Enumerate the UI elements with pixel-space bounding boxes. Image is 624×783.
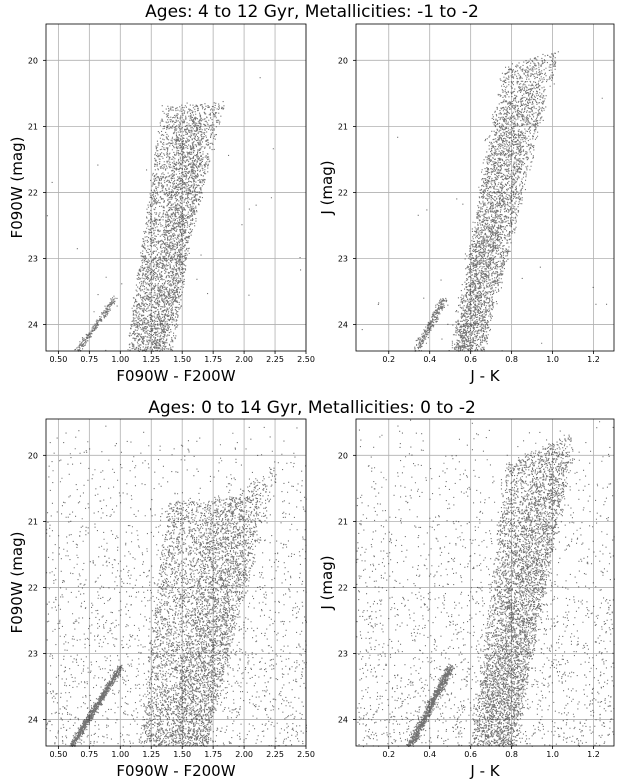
- y-tick-label: 22: [28, 583, 38, 592]
- scatter-point-cloud: [46, 77, 302, 352]
- x-tick-label: 0.4: [423, 355, 436, 364]
- x-tick-label: 0.4: [423, 750, 436, 759]
- x-tick-label: 2.00: [235, 750, 253, 759]
- y-tick-label: 23: [28, 255, 38, 264]
- panel-top-right: 0.2 0.4 0.6 0.8 1.0 1.2 20 21 22 23 24 J - K J (ma…: [318, 23, 615, 385]
- y-tick-label: 24: [338, 716, 348, 725]
- x-tick-label: 1.00: [111, 355, 129, 364]
- x-tick-label: 1.25: [142, 355, 160, 364]
- y-axis-label: J (mag): [318, 160, 336, 215]
- x-tick-label: 0.8: [505, 750, 518, 759]
- scatter-points: [46, 77, 302, 352]
- panel-bottom-left: 0.50 0.75 1.00 1.25 1.50 1.75 2.00 2.25 2.50 20 21…: [8, 418, 315, 780]
- x-tick-label: 2.50: [297, 750, 315, 759]
- x-tick-label: 1.50: [173, 750, 191, 759]
- x-axis-label: F090W - F200W: [116, 367, 235, 385]
- plot-frame: [355, 23, 615, 352]
- y-tick-label: 22: [28, 188, 38, 197]
- y-tick-label: 24: [338, 321, 348, 330]
- y-tick-label: 20: [28, 56, 38, 65]
- scatter-points: [46, 425, 307, 748]
- x-tick-label: 1.2: [587, 355, 600, 364]
- x-tick-label: 0.75: [80, 750, 98, 759]
- x-tick-label: 0.8: [505, 355, 518, 364]
- x-tick-label: 1.50: [173, 355, 191, 364]
- y-tick-label: 21: [338, 517, 348, 526]
- y-tick-label: 21: [28, 122, 38, 131]
- y-tick-label: 24: [28, 321, 38, 330]
- x-tick-label: 0.75: [80, 355, 98, 364]
- y-tick-label: 21: [28, 517, 38, 526]
- plot-frame: [355, 418, 615, 747]
- y-tick-label: 24: [28, 716, 38, 725]
- y-tick-label: 23: [338, 650, 348, 659]
- x-tick-label: 1.75: [204, 355, 222, 364]
- panel-top-left: 0.50 0.75 1.00 1.25 1.50 1.75 2.00 2.25 2.50 20 21…: [8, 23, 315, 385]
- row1-title: Ages: 4 to 12 Gyr, Metallicities: -1 to …: [145, 2, 479, 22]
- x-tick-label: 1.0: [546, 355, 559, 364]
- y-axis-label: F090W (mag): [8, 137, 26, 239]
- scatter-point-cloud: [361, 51, 608, 352]
- scatter-point-cloud: [356, 419, 615, 748]
- x-tick-label: 0.6: [464, 750, 477, 759]
- x-tick-label: 0.2: [382, 355, 395, 364]
- x-tick-label: 0.2: [382, 750, 395, 759]
- y-tick-label: 22: [338, 188, 348, 197]
- x-tick-label: 1.25: [142, 750, 160, 759]
- x-tick-label: 2.50: [297, 355, 315, 364]
- x-tick-label: 0.50: [49, 355, 67, 364]
- y-tick-label: 21: [338, 122, 348, 131]
- x-tick-label: 2.00: [235, 355, 253, 364]
- plot-frame: [45, 23, 307, 352]
- x-axis-label: F090W - F200W: [116, 762, 235, 780]
- scatter-points: [361, 51, 608, 352]
- x-tick-label: 1.0: [546, 750, 559, 759]
- x-tick-label: 2.25: [266, 355, 284, 364]
- y-tick-label: 22: [338, 583, 348, 592]
- x-tick-label: 0.50: [49, 750, 67, 759]
- panel-bottom-right: 0.2 0.4 0.6 0.8 1.0 1.2 20 21 22 23 24 J - K J (ma…: [318, 418, 615, 780]
- y-tick-label: 20: [338, 56, 348, 65]
- y-tick-label: 20: [338, 451, 348, 460]
- y-axis-label: J (mag): [318, 555, 336, 610]
- row2-title: Ages: 0 to 14 Gyr, Metallicities: 0 to -…: [148, 398, 476, 418]
- x-tick-label: 1.2: [587, 750, 600, 759]
- x-tick-label: 1.75: [204, 750, 222, 759]
- scatter-points: [356, 419, 615, 748]
- plot-frame: [45, 418, 307, 747]
- y-axis-label: F090W (mag): [8, 532, 26, 634]
- y-tick-label: 20: [28, 451, 38, 460]
- x-axis-label: J - K: [469, 367, 500, 385]
- scatter-point-cloud: [46, 425, 307, 748]
- x-tick-label: 2.25: [266, 750, 284, 759]
- y-tick-label: 23: [338, 255, 348, 264]
- x-axis-label: J - K: [469, 762, 500, 780]
- x-tick-label: 0.6: [464, 355, 477, 364]
- x-tick-label: 1.00: [111, 750, 129, 759]
- y-tick-label: 23: [28, 650, 38, 659]
